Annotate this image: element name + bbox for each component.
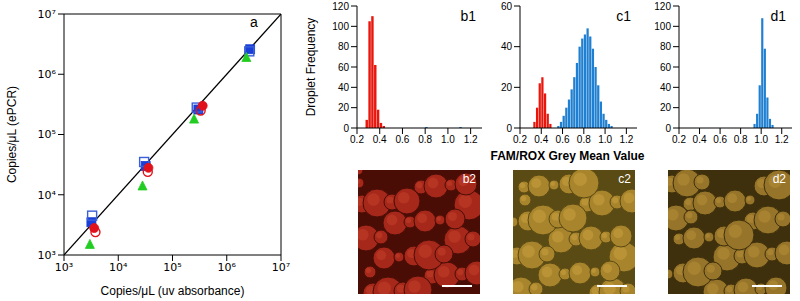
svg-text:60: 60 <box>660 62 672 73</box>
svg-text:1.2: 1.2 <box>775 134 789 145</box>
html-text:c2: c2 <box>618 172 631 186</box>
svg-text:1.0: 1.0 <box>754 134 768 145</box>
svg-text:0: 0 <box>506 123 512 134</box>
svg-text:0.4: 0.4 <box>534 134 548 145</box>
html-text:b2: b2 <box>462 172 476 186</box>
svg-text:10⁷: 10⁷ <box>38 8 56 21</box>
svg-text:10⁶: 10⁶ <box>38 68 57 81</box>
svg-text:10⁴: 10⁴ <box>38 189 57 202</box>
svg-text:20: 20 <box>338 102 350 113</box>
svg-text:80: 80 <box>338 41 350 52</box>
svg-text:60: 60 <box>501 1 513 12</box>
svg-text:10⁵: 10⁵ <box>38 128 56 141</box>
svg-text:100: 100 <box>332 21 349 32</box>
svg-text:40: 40 <box>338 82 350 93</box>
svg-text:10⁵: 10⁵ <box>163 261 181 274</box>
svg-text:Copies/μL (ePCR): Copies/μL (ePCR) <box>5 86 19 183</box>
html-text:a: a <box>250 14 258 30</box>
svg-text:20: 20 <box>660 102 672 113</box>
svg-text:100: 100 <box>654 21 671 32</box>
svg-text:0.6: 0.6 <box>556 134 570 145</box>
svg-text:10³: 10³ <box>55 261 73 274</box>
svg-text:120: 120 <box>332 1 349 12</box>
svg-text:Copies/μL (uv absorbance): Copies/μL (uv absorbance) <box>101 284 245 298</box>
svg-text:10³: 10³ <box>38 249 56 262</box>
svg-text:1.2: 1.2 <box>619 134 633 145</box>
svg-text:0.2: 0.2 <box>350 134 364 145</box>
svg-text:0.6: 0.6 <box>713 134 727 145</box>
svg-text:80: 80 <box>660 41 672 52</box>
html-text:b1: b1 <box>460 8 476 24</box>
html-text:c1: c1 <box>616 8 631 24</box>
html-text:d1: d1 <box>770 8 786 24</box>
svg-text:20: 20 <box>501 82 513 93</box>
svg-text:1.2: 1.2 <box>464 134 478 145</box>
svg-text:10⁴: 10⁴ <box>109 261 128 274</box>
svg-text:1.0: 1.0 <box>441 134 455 145</box>
html-text:FAM/ROX Grey Mean Value: FAM/ROX Grey Mean Value <box>490 149 645 163</box>
svg-text:0.8: 0.8 <box>577 134 591 145</box>
svg-text:10⁶: 10⁶ <box>218 261 237 274</box>
svg-text:0: 0 <box>665 123 671 134</box>
svg-text:40: 40 <box>660 82 672 93</box>
svg-text:40: 40 <box>501 41 513 52</box>
svg-text:0.8: 0.8 <box>418 134 432 145</box>
svg-text:0: 0 <box>343 123 349 134</box>
svg-text:120: 120 <box>654 1 671 12</box>
svg-text:10⁷: 10⁷ <box>272 261 290 274</box>
svg-text:0.4: 0.4 <box>693 134 707 145</box>
html-text:d2: d2 <box>772 172 786 186</box>
svg-text:0.2: 0.2 <box>672 134 686 145</box>
svg-text:0.8: 0.8 <box>734 134 748 145</box>
svg-text:Droplet Frequency: Droplet Frequency <box>305 18 318 117</box>
svg-text:0.2: 0.2 <box>513 134 527 145</box>
svg-text:0.4: 0.4 <box>373 134 387 145</box>
svg-text:1.0: 1.0 <box>598 134 612 145</box>
svg-text:60: 60 <box>338 62 350 73</box>
svg-text:0.6: 0.6 <box>396 134 410 145</box>
